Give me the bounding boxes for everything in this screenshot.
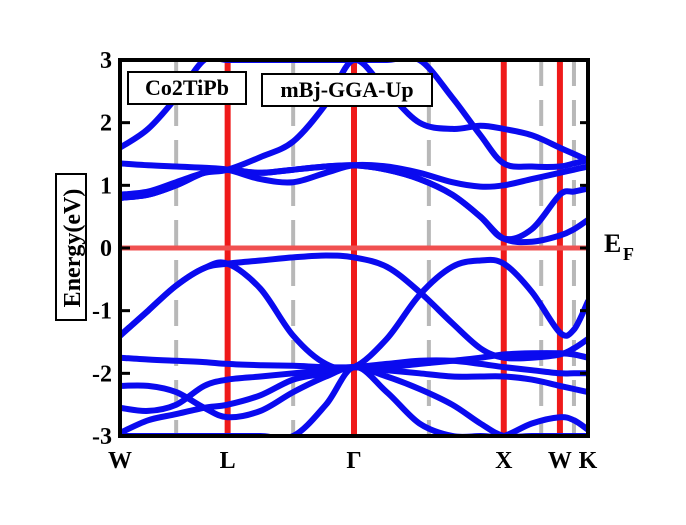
- band-7: [120, 364, 588, 436]
- y-tick-label-6: 3: [100, 48, 112, 74]
- y-axis-label: Energy(eV): [55, 173, 87, 321]
- band-6: [120, 256, 588, 373]
- fermi-label-main: E: [604, 229, 621, 258]
- y-tick-label-1: -2: [92, 361, 112, 387]
- x-tick-label-0: W: [108, 448, 132, 474]
- x-tick-label-2: Γ: [346, 448, 361, 474]
- band-4: [120, 354, 588, 377]
- y-tick-label-3: 0: [100, 236, 112, 262]
- band-curves: [120, 60, 588, 436]
- x-tick-label-3: X: [495, 448, 513, 474]
- fermi-label-sub: F: [623, 244, 634, 264]
- dashed-guides: [174, 60, 576, 436]
- x-tick-label-4: W: [548, 448, 572, 474]
- x-tick-label-1: L: [220, 448, 236, 474]
- y-tick-label-4: 1: [100, 173, 112, 199]
- y-tick-label-2: -1: [92, 299, 112, 325]
- legend-method-text: mBj-GGA-Up: [280, 77, 413, 102]
- x-tick-label-5: K: [579, 448, 598, 474]
- y-axis-ticks: -3 -2 -1 0 1 2 3: [92, 48, 588, 450]
- fermi-level-label: E F: [604, 229, 634, 264]
- legend-compound-text: Co2TiPb: [145, 75, 229, 100]
- y-tick-label-0: -3: [92, 424, 112, 450]
- legend-compound: Co2TiPb: [127, 71, 247, 105]
- legend-method: mBj-GGA-Up: [261, 73, 433, 107]
- y-axis-label-text: Energy(eV): [60, 189, 86, 308]
- y-tick-label-5: 2: [100, 111, 112, 137]
- band-12: [120, 162, 588, 246]
